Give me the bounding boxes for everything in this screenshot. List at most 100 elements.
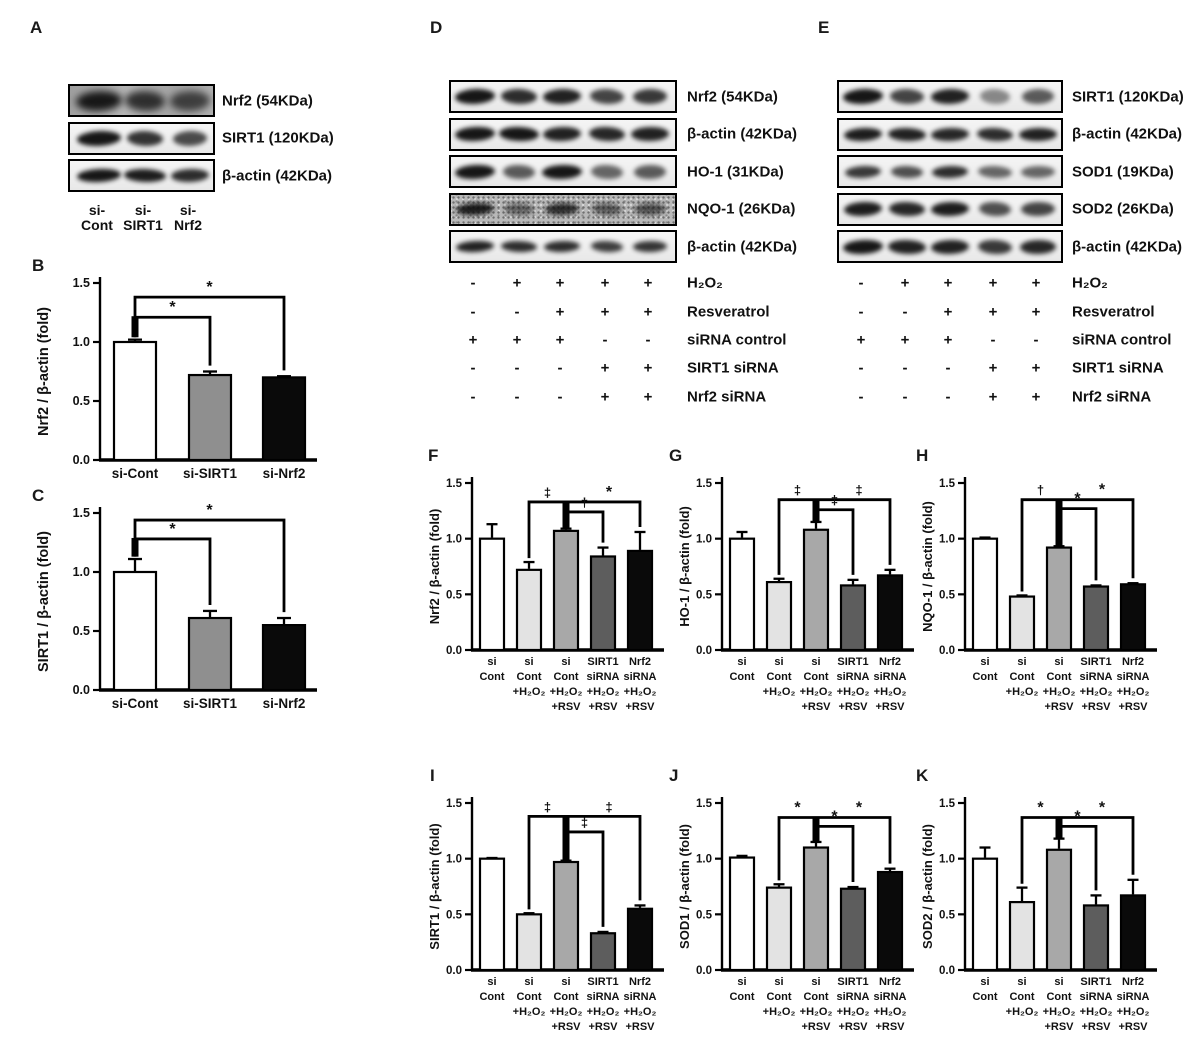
blot-strip — [837, 80, 1063, 113]
x-category-label: Cont — [766, 991, 791, 1003]
treatment-sign: + — [943, 274, 953, 292]
x-category-label: +RSV — [1044, 701, 1074, 713]
treatment-sign: + — [1031, 359, 1041, 377]
chart-svg-J: 0.0 0.5 1.0 1.5 SOD1 / β-actin (fold) * * * si Co… — [677, 797, 914, 1033]
y-tick-label: 1.0 — [696, 854, 712, 866]
protein-band — [541, 163, 583, 180]
y-tick-label: 1.0 — [446, 534, 462, 546]
chart-svg-B: 0.0 0.5 1.0 1.5 Nrf2 / β-actin (fold) * * si-Co… — [36, 276, 317, 481]
y-tick-label: 1.5 — [696, 478, 713, 490]
bar — [1045, 546, 1073, 652]
significance-symbol: * — [1074, 491, 1081, 508]
treatment-sign: - — [902, 303, 908, 321]
treatment-sign: + — [555, 331, 565, 349]
protein-band — [890, 164, 924, 179]
sig-bracket — [135, 537, 212, 606]
x-category-label: Cont — [1009, 991, 1034, 1003]
bar — [1119, 583, 1147, 652]
blot-row-label: NQO-1 (26KDa) — [687, 200, 796, 218]
y-tick-label: 0.0 — [73, 683, 90, 697]
bar — [1082, 904, 1110, 972]
bar — [589, 555, 617, 652]
protein-band — [633, 164, 667, 179]
x-category-label: Cont — [553, 991, 578, 1003]
x-category-label: +H₂O₂ — [874, 1006, 907, 1018]
treatment-sign: + — [1031, 303, 1041, 321]
treatment-label: Resveratrol — [1072, 303, 1155, 321]
x-category-label: +RSV — [838, 701, 868, 713]
x-category-label: +RSV — [551, 1021, 581, 1033]
y-axis-label: Nrf2 / β-actin (fold) — [36, 307, 52, 436]
y-tick-label: 0.0 — [446, 965, 462, 977]
x-category-label: SIRT1 — [1080, 976, 1111, 988]
significance-symbol: ‡ — [581, 815, 588, 830]
bar — [112, 340, 158, 462]
lane-label: si- SIRT1 — [123, 202, 163, 233]
x-category-label: +H₂O₂ — [837, 686, 870, 698]
x-category-label: +H₂O₂ — [837, 1006, 870, 1018]
significance-symbol: * — [831, 808, 838, 825]
blot-strip — [68, 121, 215, 155]
protein-band — [542, 88, 582, 105]
protein-band — [454, 163, 496, 180]
panel-label-e: E — [818, 18, 830, 37]
x-category-label: siRNA — [623, 671, 656, 683]
x-category-label: Cont — [803, 991, 828, 1003]
treatment-sign: + — [643, 359, 653, 377]
bar — [765, 580, 793, 652]
protein-band — [124, 89, 166, 112]
significance-symbol: † — [1037, 483, 1044, 498]
treatment-sign: - — [602, 331, 608, 349]
bar-chart-i: 0.0 0.5 1.0 1.5 SIRT1 / β-actin (fold) ‡ ‡ ‡ si C… — [425, 760, 677, 1045]
bar-chart-f: 0.0 0.5 1.0 1.5 Nrf2 / β-actin (fold) ‡ * † si Co… — [425, 440, 677, 755]
treatment-sign: - — [858, 359, 864, 377]
bar — [515, 568, 543, 652]
lane-label-line: si- — [179, 201, 197, 218]
treatment-sign: + — [943, 303, 953, 321]
protein-band — [75, 89, 123, 112]
x-category-label: si — [774, 976, 783, 988]
x-category-label: Nrf2 — [1122, 656, 1144, 668]
treatment-label: Resveratrol — [687, 303, 770, 321]
x-category-label: +H₂O₂ — [1006, 686, 1039, 698]
x-category-label: SIRT1 — [587, 656, 618, 668]
significance-symbol: * — [206, 279, 213, 296]
protein-band — [842, 238, 884, 255]
x-category-label: si — [811, 656, 820, 668]
y-tick-label: 1.0 — [73, 565, 90, 579]
sig-bracket — [527, 500, 642, 559]
chart-svg-F: 0.0 0.5 1.0 1.5 Nrf2 / β-actin (fold) ‡ * † si Co… — [427, 477, 664, 713]
protein-band — [1018, 127, 1058, 141]
chart-svg-H: 0.0 0.5 1.0 1.5 NQO-1 / β-actin (fold) † * * si C… — [920, 477, 1157, 713]
x-category-label: si-Cont — [112, 466, 159, 481]
y-tick-label: 1.5 — [73, 506, 90, 520]
bar — [112, 570, 158, 692]
bar — [552, 529, 580, 652]
protein-band — [1020, 165, 1056, 178]
bar — [1008, 900, 1036, 972]
blot-strip — [449, 80, 677, 113]
x-category-label: +H₂O₂ — [550, 1006, 583, 1018]
treatment-label: H₂O₂ — [1072, 274, 1108, 292]
protein-band — [123, 168, 167, 183]
treatment-sign: - — [514, 303, 520, 321]
protein-band — [588, 126, 626, 142]
sig-bracket — [1062, 507, 1098, 581]
blot-row-label: β-actin (42KDa) — [687, 238, 798, 255]
protein-band — [503, 202, 535, 216]
protein-band — [630, 126, 670, 142]
blot-strip — [837, 230, 1063, 263]
protein-band — [889, 88, 925, 105]
bar — [261, 376, 307, 462]
protein-band — [633, 202, 667, 216]
protein-band — [931, 164, 969, 179]
treatment-sign: + — [600, 274, 610, 292]
bar — [478, 857, 506, 972]
x-category-label: si — [980, 656, 989, 668]
y-axis-label: Nrf2 / β-actin (fold) — [427, 509, 442, 625]
blot-row-label: Nrf2 (54KDa) — [222, 92, 313, 109]
protein-band — [978, 201, 1012, 217]
treatment-sign: + — [988, 359, 998, 377]
x-category-label: siRNA — [1116, 671, 1149, 683]
panel-label-k: K — [916, 766, 929, 785]
